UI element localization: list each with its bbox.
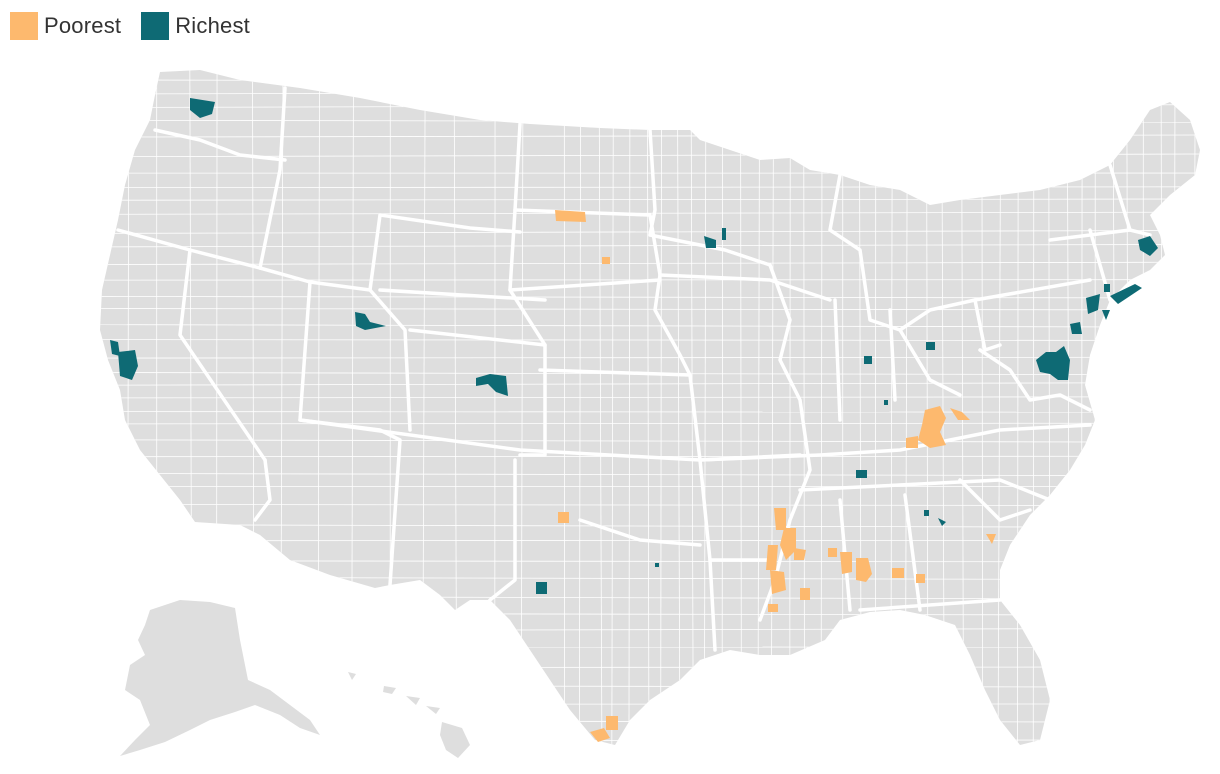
richest-county — [864, 356, 872, 364]
richest-county — [355, 312, 386, 330]
richest-county — [924, 510, 929, 516]
richest-county — [1086, 294, 1100, 314]
richest-county — [655, 563, 659, 567]
poorest-county — [918, 406, 946, 448]
hawaii-shape — [348, 672, 470, 758]
poorest-county — [794, 548, 806, 560]
poorest-county — [856, 558, 872, 582]
legend-item-richest: Richest — [141, 12, 250, 40]
poorest-county — [800, 588, 810, 600]
richest-swatch — [141, 12, 170, 40]
poorest-county — [770, 570, 786, 594]
richest-county — [704, 236, 716, 248]
legend: Poorest Richest — [10, 12, 270, 40]
poorest-county — [766, 545, 778, 570]
poorest-swatch — [10, 12, 38, 40]
richest-county — [110, 340, 120, 356]
richest-county — [1102, 310, 1110, 320]
poorest-county — [950, 408, 970, 420]
poorest-county — [828, 548, 837, 557]
poorest-county — [558, 512, 569, 523]
legend-item-poorest: Poorest — [10, 12, 121, 40]
legend-label-richest: Richest — [175, 13, 250, 38]
richest-county — [536, 582, 547, 594]
poorest-counties — [555, 210, 996, 742]
poorest-county — [986, 534, 996, 544]
alaska-shape — [120, 600, 320, 756]
poorest-county — [840, 552, 852, 574]
poorest-county — [555, 210, 586, 222]
poorest-county — [768, 604, 778, 612]
legend-label-poorest: Poorest — [44, 13, 122, 38]
richest-county — [1138, 236, 1158, 256]
poorest-county — [774, 508, 786, 530]
richest-county — [190, 98, 215, 118]
richest-counties — [110, 98, 1158, 594]
poorest-county — [602, 257, 610, 264]
richest-county — [1070, 322, 1082, 334]
richest-county — [1110, 284, 1142, 304]
richest-county — [476, 374, 508, 396]
richest-county — [1104, 284, 1110, 292]
richest-county — [856, 470, 867, 478]
poorest-county — [906, 436, 918, 448]
poorest-county — [590, 728, 610, 742]
state-borders — [116, 86, 1152, 652]
richest-county — [884, 400, 888, 405]
poorest-county — [780, 528, 796, 560]
richest-county — [722, 228, 726, 240]
contiguous-us-shape — [100, 70, 1200, 745]
richest-county — [938, 518, 946, 526]
poorest-county — [892, 568, 904, 578]
richest-county — [118, 350, 138, 380]
poorest-county — [916, 574, 925, 583]
poorest-county — [606, 716, 618, 730]
richest-county — [926, 342, 935, 350]
richest-county — [1036, 346, 1070, 380]
